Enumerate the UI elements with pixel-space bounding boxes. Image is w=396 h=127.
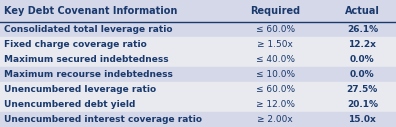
Text: ≤ 10.0%: ≤ 10.0% — [256, 70, 295, 79]
Bar — [0, 0, 396, 22]
Text: Consolidated total leverage ratio: Consolidated total leverage ratio — [4, 25, 173, 34]
Text: 26.1%: 26.1% — [347, 25, 378, 34]
Text: Unencumbered interest coverage ratio: Unencumbered interest coverage ratio — [4, 115, 202, 124]
Text: Required: Required — [250, 6, 300, 16]
Bar — [0, 37, 396, 52]
Text: Fixed charge coverage ratio: Fixed charge coverage ratio — [4, 40, 147, 49]
Text: ≤ 60.0%: ≤ 60.0% — [256, 85, 295, 94]
Bar — [0, 112, 396, 127]
Text: 15.0x: 15.0x — [348, 115, 376, 124]
Text: ≥ 2.00x: ≥ 2.00x — [257, 115, 293, 124]
Bar — [0, 52, 396, 67]
Text: 27.5%: 27.5% — [347, 85, 378, 94]
Text: 0.0%: 0.0% — [350, 55, 375, 64]
Text: ≤ 40.0%: ≤ 40.0% — [256, 55, 295, 64]
Text: Maximum secured indebtedness: Maximum secured indebtedness — [4, 55, 169, 64]
Text: ≥ 12.0%: ≥ 12.0% — [256, 100, 295, 109]
Text: Unencumbered leverage ratio: Unencumbered leverage ratio — [4, 85, 156, 94]
Bar — [0, 97, 396, 112]
Text: Actual: Actual — [345, 6, 380, 16]
Bar — [0, 82, 396, 97]
Text: Unencumbered debt yield: Unencumbered debt yield — [4, 100, 135, 109]
Text: Maximum recourse indebtedness: Maximum recourse indebtedness — [4, 70, 173, 79]
Text: ≥ 1.50x: ≥ 1.50x — [257, 40, 293, 49]
Bar — [0, 67, 396, 82]
Text: 0.0%: 0.0% — [350, 70, 375, 79]
Text: 20.1%: 20.1% — [347, 100, 378, 109]
Bar — [0, 22, 396, 37]
Text: 12.2x: 12.2x — [348, 40, 376, 49]
Text: ≤ 60.0%: ≤ 60.0% — [256, 25, 295, 34]
Text: Key Debt Covenant Information: Key Debt Covenant Information — [4, 6, 177, 16]
